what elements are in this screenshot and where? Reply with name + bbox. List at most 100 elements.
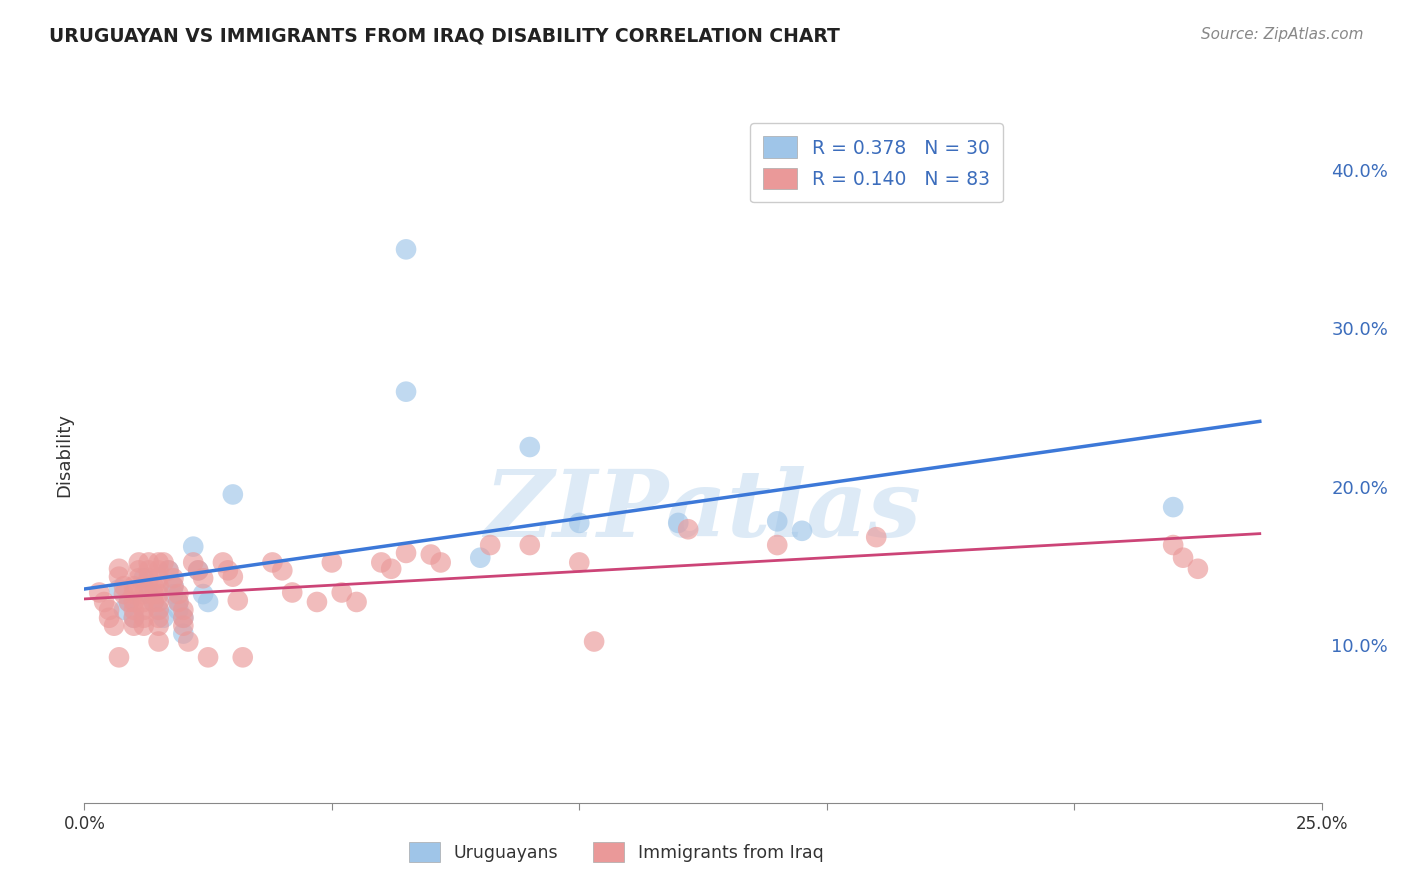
Point (148, 571, 170, 585)
Point (187, 563, 209, 577)
Point (181, 556, 204, 570)
Y-axis label: Disability: Disability (55, 413, 73, 497)
Point (666, 516, 689, 530)
Point (232, 650, 254, 665)
Point (148, 603, 170, 617)
Point (167, 603, 190, 617)
Point (128, 563, 150, 577)
Point (112, 579, 135, 593)
Point (479, 538, 502, 552)
Point (132, 618, 155, 632)
Point (395, 243, 418, 257)
Point (128, 556, 150, 570)
Point (172, 611, 194, 625)
Point (142, 595, 165, 609)
Point (148, 579, 170, 593)
Point (98, 611, 121, 625)
Point (138, 556, 160, 570)
Point (583, 634, 606, 648)
Point (676, 522, 699, 536)
Point (108, 562, 131, 576)
Point (865, 530, 887, 544)
Point (142, 579, 165, 593)
Point (148, 595, 170, 609)
Point (128, 571, 150, 585)
Point (790, 524, 813, 538)
Point (112, 603, 135, 617)
Point (108, 650, 131, 665)
Point (172, 603, 194, 617)
Point (1161, 538, 1184, 552)
Point (108, 582, 131, 597)
Point (370, 556, 392, 570)
Point (132, 611, 155, 625)
Point (172, 618, 194, 632)
Point (330, 585, 353, 599)
Point (148, 563, 170, 577)
Point (118, 595, 141, 609)
Point (132, 579, 155, 593)
Point (766, 514, 789, 528)
Point (98, 603, 121, 617)
Point (152, 556, 174, 570)
Point (281, 585, 304, 599)
Point (132, 587, 155, 601)
Point (217, 563, 239, 577)
Point (142, 587, 165, 601)
Point (419, 548, 441, 562)
Point (470, 550, 492, 565)
Point (181, 540, 204, 554)
Point (395, 384, 418, 399)
Point (103, 618, 125, 632)
Point (148, 556, 170, 570)
Point (380, 562, 402, 576)
Text: ZIPatlas: ZIPatlas (485, 466, 921, 556)
Point (568, 516, 591, 530)
Point (162, 579, 184, 593)
Point (148, 603, 170, 617)
Point (122, 603, 145, 617)
Point (148, 587, 170, 601)
Point (172, 611, 194, 625)
Point (122, 618, 145, 632)
Point (191, 587, 214, 601)
Point (321, 556, 343, 570)
Point (89, 585, 111, 599)
Point (191, 571, 214, 585)
Point (305, 595, 328, 609)
Point (122, 611, 145, 625)
Point (148, 618, 170, 632)
Point (197, 595, 219, 609)
Point (222, 487, 245, 501)
Point (167, 595, 190, 609)
Point (132, 571, 155, 585)
Point (93, 595, 115, 609)
Point (429, 556, 451, 570)
Point (112, 587, 135, 601)
Point (122, 587, 145, 601)
Point (172, 626, 194, 640)
Text: Source: ZipAtlas.com: Source: ZipAtlas.com (1201, 27, 1364, 42)
Point (167, 595, 190, 609)
Point (132, 595, 155, 609)
Point (262, 556, 284, 570)
Text: URUGUAYAN VS IMMIGRANTS FROM IRAQ DISABILITY CORRELATION CHART: URUGUAYAN VS IMMIGRANTS FROM IRAQ DISABI… (49, 27, 841, 45)
Point (152, 611, 174, 625)
Point (212, 556, 235, 570)
Point (187, 563, 209, 577)
Point (1187, 562, 1209, 576)
Point (271, 563, 294, 577)
Point (148, 611, 170, 625)
Point (395, 546, 418, 560)
Point (157, 563, 180, 577)
Point (568, 556, 591, 570)
Point (108, 570, 131, 584)
Point (162, 571, 184, 585)
Legend: Uruguayans, Immigrants from Iraq: Uruguayans, Immigrants from Iraq (396, 830, 837, 874)
Point (519, 538, 541, 552)
Point (118, 595, 141, 609)
Point (766, 538, 789, 552)
Point (177, 634, 200, 648)
Point (167, 587, 190, 601)
Point (122, 595, 145, 609)
